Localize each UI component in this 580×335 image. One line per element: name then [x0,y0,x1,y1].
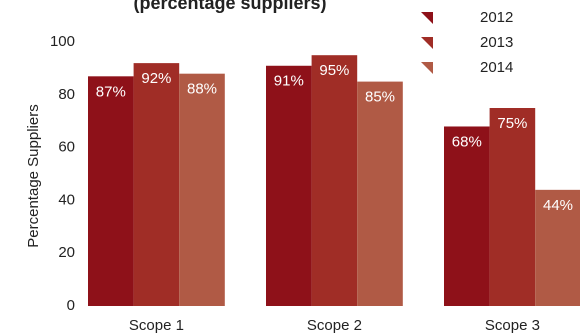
bar [535,189,580,306]
legend-label: 2014 [480,59,513,76]
chart-title: (percentage suppliers) [133,0,326,13]
value-label: 68% [452,133,482,150]
y-tick-label: 60 [58,139,75,156]
legend-label: 2012 [480,9,513,26]
bar [133,63,180,307]
bar [489,108,536,306]
value-label: 85% [365,89,395,106]
y-tick-label: 0 [67,297,75,314]
value-label: 44% [543,197,573,214]
legend-marker [421,37,433,49]
legend-marker [421,12,433,24]
y-tick-label: 20 [58,244,75,261]
y-tick-label: 80 [58,86,75,103]
bar [357,81,403,306]
value-label: 87% [96,83,126,100]
bar [311,55,358,307]
bar [179,73,225,307]
legend-label: 2013 [480,34,513,51]
value-label: 95% [319,62,349,79]
value-label: 75% [497,115,527,132]
value-label: 91% [274,73,304,90]
y-tick-label: 40 [58,191,75,208]
legend-marker [421,62,433,74]
y-tick-label: 100 [50,33,75,50]
x-tick-label: Scope 3 [485,317,540,334]
bar [266,65,312,306]
bar [444,126,490,306]
x-tick-label: Scope 2 [307,317,362,334]
value-label: 88% [187,81,217,98]
x-tick-label: Scope 1 [129,317,184,334]
bar [88,76,134,306]
y-axis-label: Percentage Suppliers [25,104,42,247]
value-label: 92% [141,70,171,87]
